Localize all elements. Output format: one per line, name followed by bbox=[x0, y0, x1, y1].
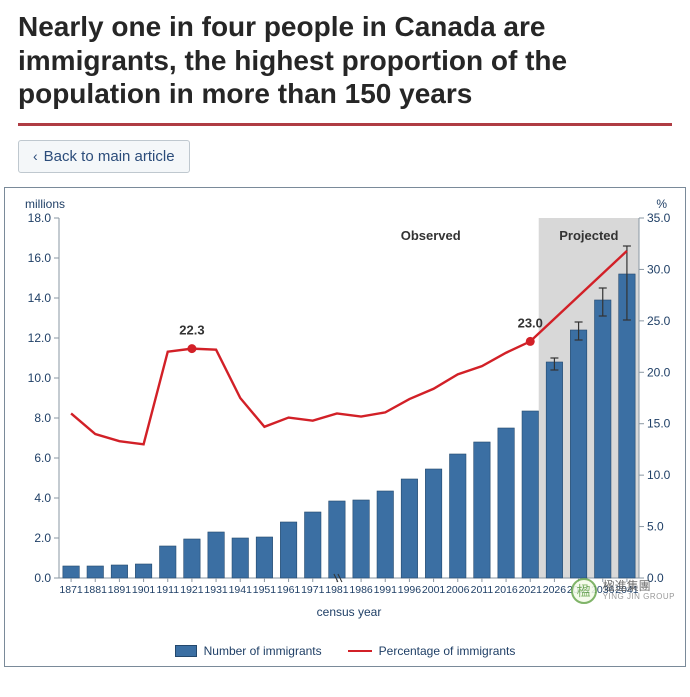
svg-text:1921: 1921 bbox=[180, 584, 204, 596]
svg-text:1941: 1941 bbox=[229, 584, 253, 596]
svg-text:2001: 2001 bbox=[422, 584, 446, 596]
svg-text:8.0: 8.0 bbox=[34, 411, 51, 425]
back-button[interactable]: ‹ Back to main article bbox=[18, 140, 190, 173]
svg-text:1911: 1911 bbox=[156, 584, 179, 596]
bar bbox=[111, 565, 127, 578]
svg-text:1931: 1931 bbox=[204, 584, 228, 596]
svg-text:12.0: 12.0 bbox=[28, 331, 52, 345]
svg-text:16.0: 16.0 bbox=[28, 251, 52, 265]
svg-text:2031: 2031 bbox=[567, 584, 591, 596]
svg-text:2036: 2036 bbox=[591, 584, 615, 596]
svg-text:20.0: 20.0 bbox=[647, 365, 671, 379]
svg-text:35.0: 35.0 bbox=[647, 211, 671, 225]
svg-text:1991: 1991 bbox=[374, 584, 398, 596]
legend-swatch-bar bbox=[175, 645, 197, 657]
svg-text:2021: 2021 bbox=[519, 584, 543, 596]
combo-chart: Observed Projected 0.0 2.0 4.0 6.0 8.0 10.0 12.0… bbox=[5, 188, 685, 638]
svg-text:1981: 1981 bbox=[325, 584, 349, 596]
svg-text:1891: 1891 bbox=[108, 584, 132, 596]
legend-item-line: Percentage of immigrants bbox=[348, 644, 516, 658]
svg-text:1971: 1971 bbox=[301, 584, 325, 596]
legend-label-line: Percentage of immigrants bbox=[379, 644, 516, 658]
chart-container: Observed Projected 0.0 2.0 4.0 6.0 8.0 10.0 12.0… bbox=[4, 187, 686, 667]
svg-text:2026: 2026 bbox=[543, 584, 567, 596]
svg-text:15.0: 15.0 bbox=[647, 416, 671, 430]
svg-text:2011: 2011 bbox=[471, 584, 494, 596]
svg-text:1901: 1901 bbox=[132, 584, 156, 596]
svg-text:30.0: 30.0 bbox=[647, 262, 671, 276]
svg-text:2041: 2041 bbox=[615, 584, 639, 596]
svg-text:18.0: 18.0 bbox=[28, 211, 52, 225]
bar bbox=[546, 362, 562, 578]
svg-text:2.0: 2.0 bbox=[34, 531, 51, 545]
bar bbox=[595, 300, 611, 578]
back-button-label: Back to main article bbox=[44, 148, 175, 165]
svg-text:1961: 1961 bbox=[277, 584, 301, 596]
observed-label: Observed bbox=[401, 228, 461, 243]
bar bbox=[329, 501, 345, 578]
legend-swatch-line bbox=[348, 650, 372, 652]
bar bbox=[353, 500, 369, 578]
bar bbox=[280, 522, 296, 578]
projected-label: Projected bbox=[559, 228, 618, 243]
bar bbox=[160, 546, 176, 578]
annotation-dot bbox=[526, 337, 535, 346]
bar bbox=[474, 442, 490, 578]
svg-text:1996: 1996 bbox=[398, 584, 422, 596]
bar bbox=[135, 564, 151, 578]
accent-rule bbox=[18, 123, 672, 126]
svg-text:0.0: 0.0 bbox=[647, 571, 664, 585]
bar bbox=[87, 566, 103, 578]
svg-text:1951: 1951 bbox=[253, 584, 277, 596]
bar bbox=[208, 532, 224, 578]
x-axis-title: census year bbox=[317, 605, 382, 619]
svg-text:1986: 1986 bbox=[349, 584, 373, 596]
legend-item-bars: Number of immigrants bbox=[175, 644, 322, 658]
bar bbox=[305, 512, 321, 578]
bar bbox=[63, 566, 79, 578]
svg-text:6.0: 6.0 bbox=[34, 451, 51, 465]
y-left-title: millions bbox=[25, 197, 65, 211]
bar bbox=[401, 479, 417, 578]
svg-text:25.0: 25.0 bbox=[647, 314, 671, 328]
svg-text:10.0: 10.0 bbox=[28, 371, 52, 385]
bar bbox=[570, 330, 586, 578]
bar bbox=[256, 537, 272, 578]
bar bbox=[498, 428, 514, 578]
bar bbox=[425, 469, 441, 578]
svg-text:1881: 1881 bbox=[84, 584, 108, 596]
svg-text:10.0: 10.0 bbox=[647, 468, 671, 482]
svg-text:0.0: 0.0 bbox=[34, 571, 51, 585]
svg-text:5.0: 5.0 bbox=[647, 519, 664, 533]
svg-text:2006: 2006 bbox=[446, 584, 470, 596]
annotation-text: 22.3 bbox=[179, 322, 204, 337]
svg-text:14.0: 14.0 bbox=[28, 291, 52, 305]
bar bbox=[184, 539, 200, 578]
page-title: Nearly one in four people in Canada are … bbox=[18, 10, 672, 111]
bar bbox=[377, 491, 393, 578]
svg-text:2016: 2016 bbox=[494, 584, 518, 596]
annotation-dot bbox=[187, 344, 196, 353]
bar bbox=[450, 454, 466, 578]
chevron-left-icon: ‹ bbox=[33, 148, 38, 164]
annotation-text: 23.0 bbox=[518, 315, 543, 330]
svg-text:1871: 1871 bbox=[59, 584, 83, 596]
svg-text:4.0: 4.0 bbox=[34, 491, 51, 505]
bar bbox=[522, 411, 538, 578]
y-right-title: % bbox=[656, 197, 667, 211]
legend: Number of immigrants Percentage of immig… bbox=[5, 638, 685, 666]
legend-label-bars: Number of immigrants bbox=[204, 644, 322, 658]
bar bbox=[232, 538, 248, 578]
